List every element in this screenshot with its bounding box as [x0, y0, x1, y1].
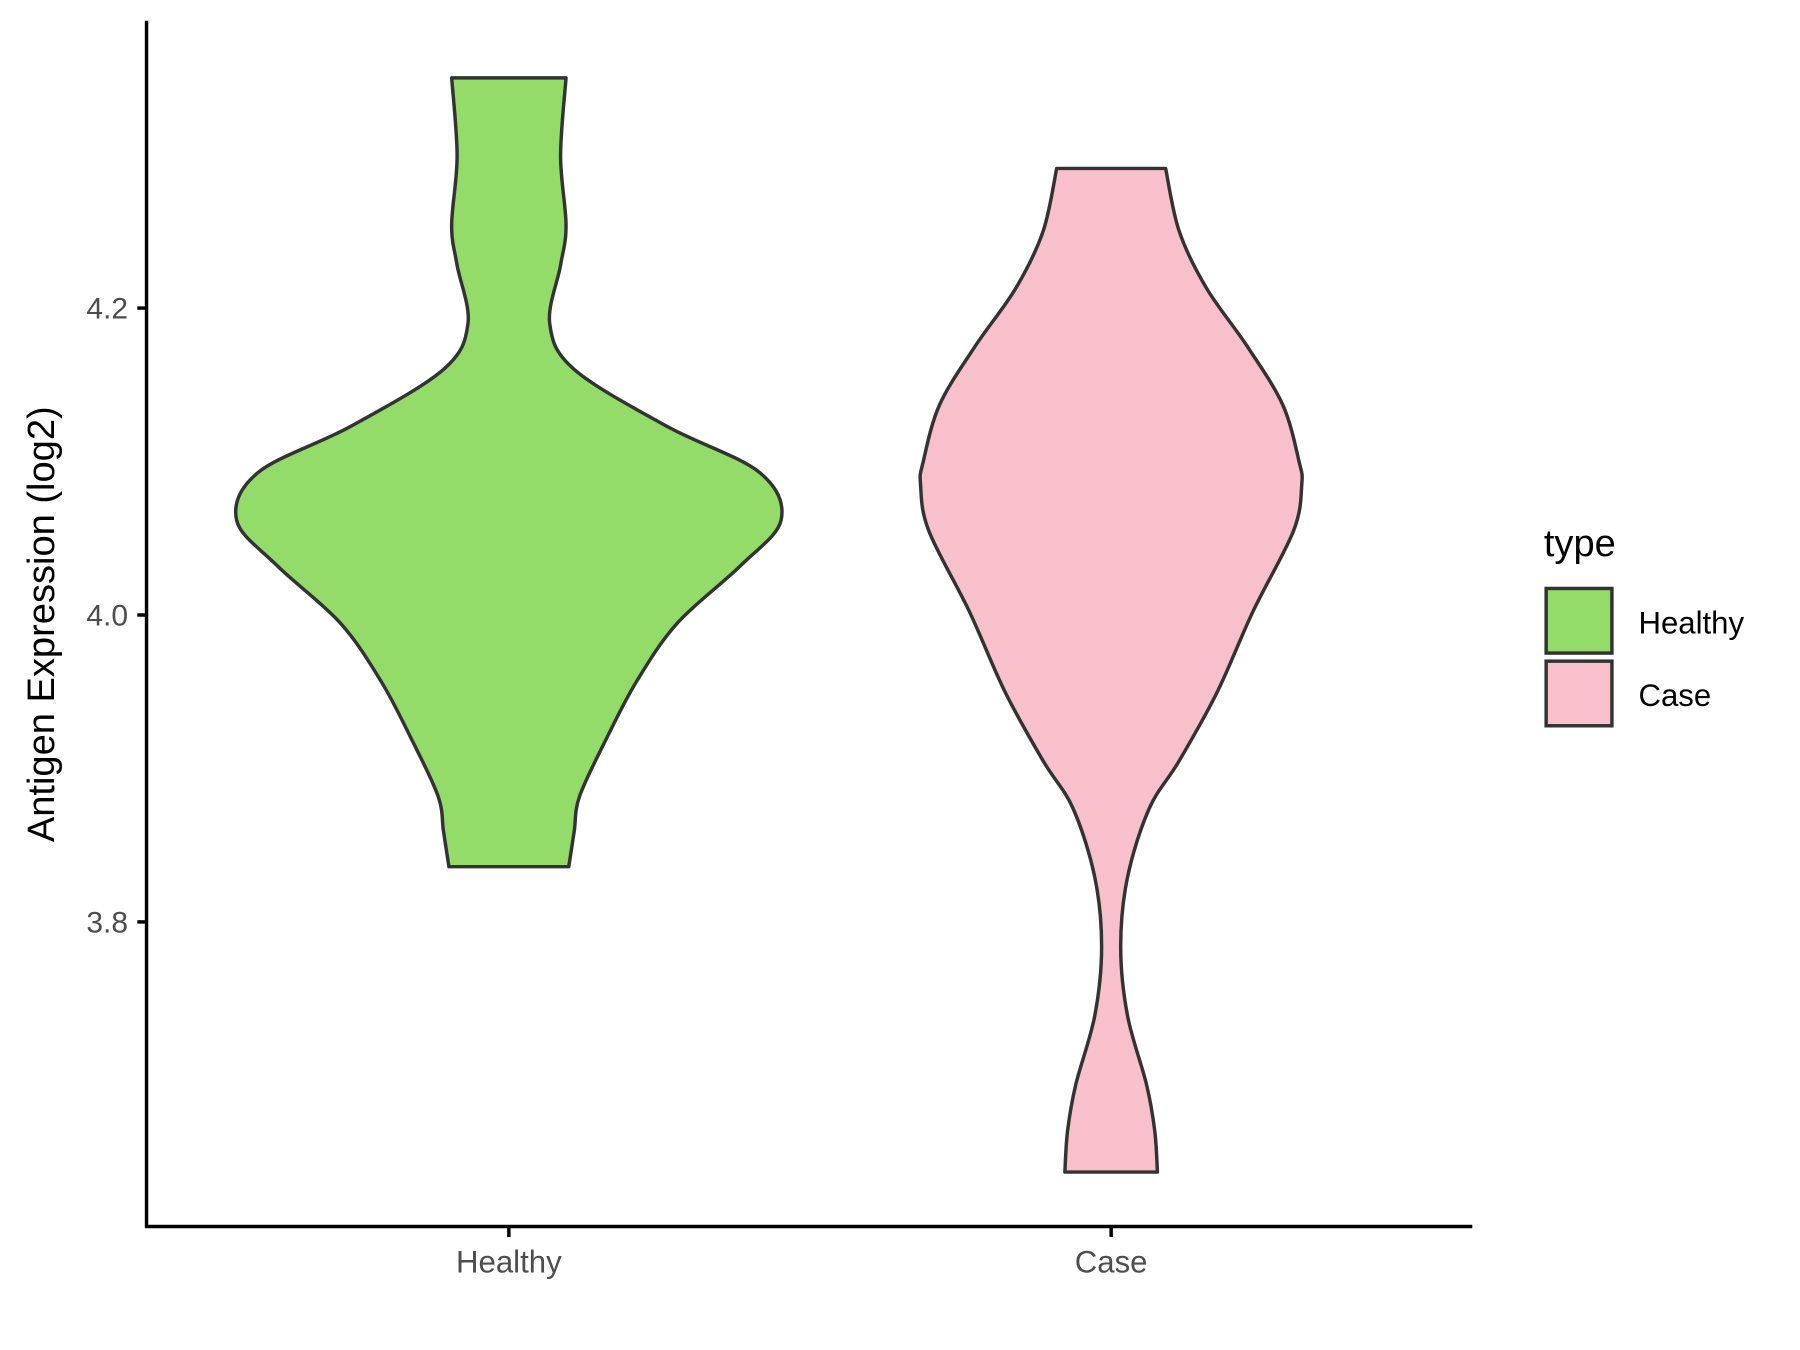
y-tick-label: 4.2 — [86, 292, 128, 325]
x-tick-label: Healthy — [456, 1245, 562, 1280]
legend-title: type — [1544, 523, 1616, 565]
y-tick-label: 4.0 — [86, 599, 128, 632]
legend-label-healthy: Healthy — [1638, 605, 1744, 640]
x-ticks: Healthy Case — [456, 1226, 1148, 1280]
legend-label-case: Case — [1638, 678, 1711, 713]
y-ticks: 3.8 4.0 4.2 — [86, 292, 147, 939]
y-tick-label: 3.8 — [86, 906, 128, 939]
legend-key-case — [1544, 659, 1614, 728]
violins — [234, 76, 1304, 1174]
violin-case — [918, 166, 1304, 1174]
legend: type Healthy Case — [1544, 523, 1744, 728]
x-tick-label: Case — [1075, 1245, 1148, 1280]
legend-key-healthy — [1544, 586, 1614, 655]
y-axis-title: Antigen Expression (log2) — [21, 406, 63, 842]
violin-healthy — [234, 76, 784, 869]
